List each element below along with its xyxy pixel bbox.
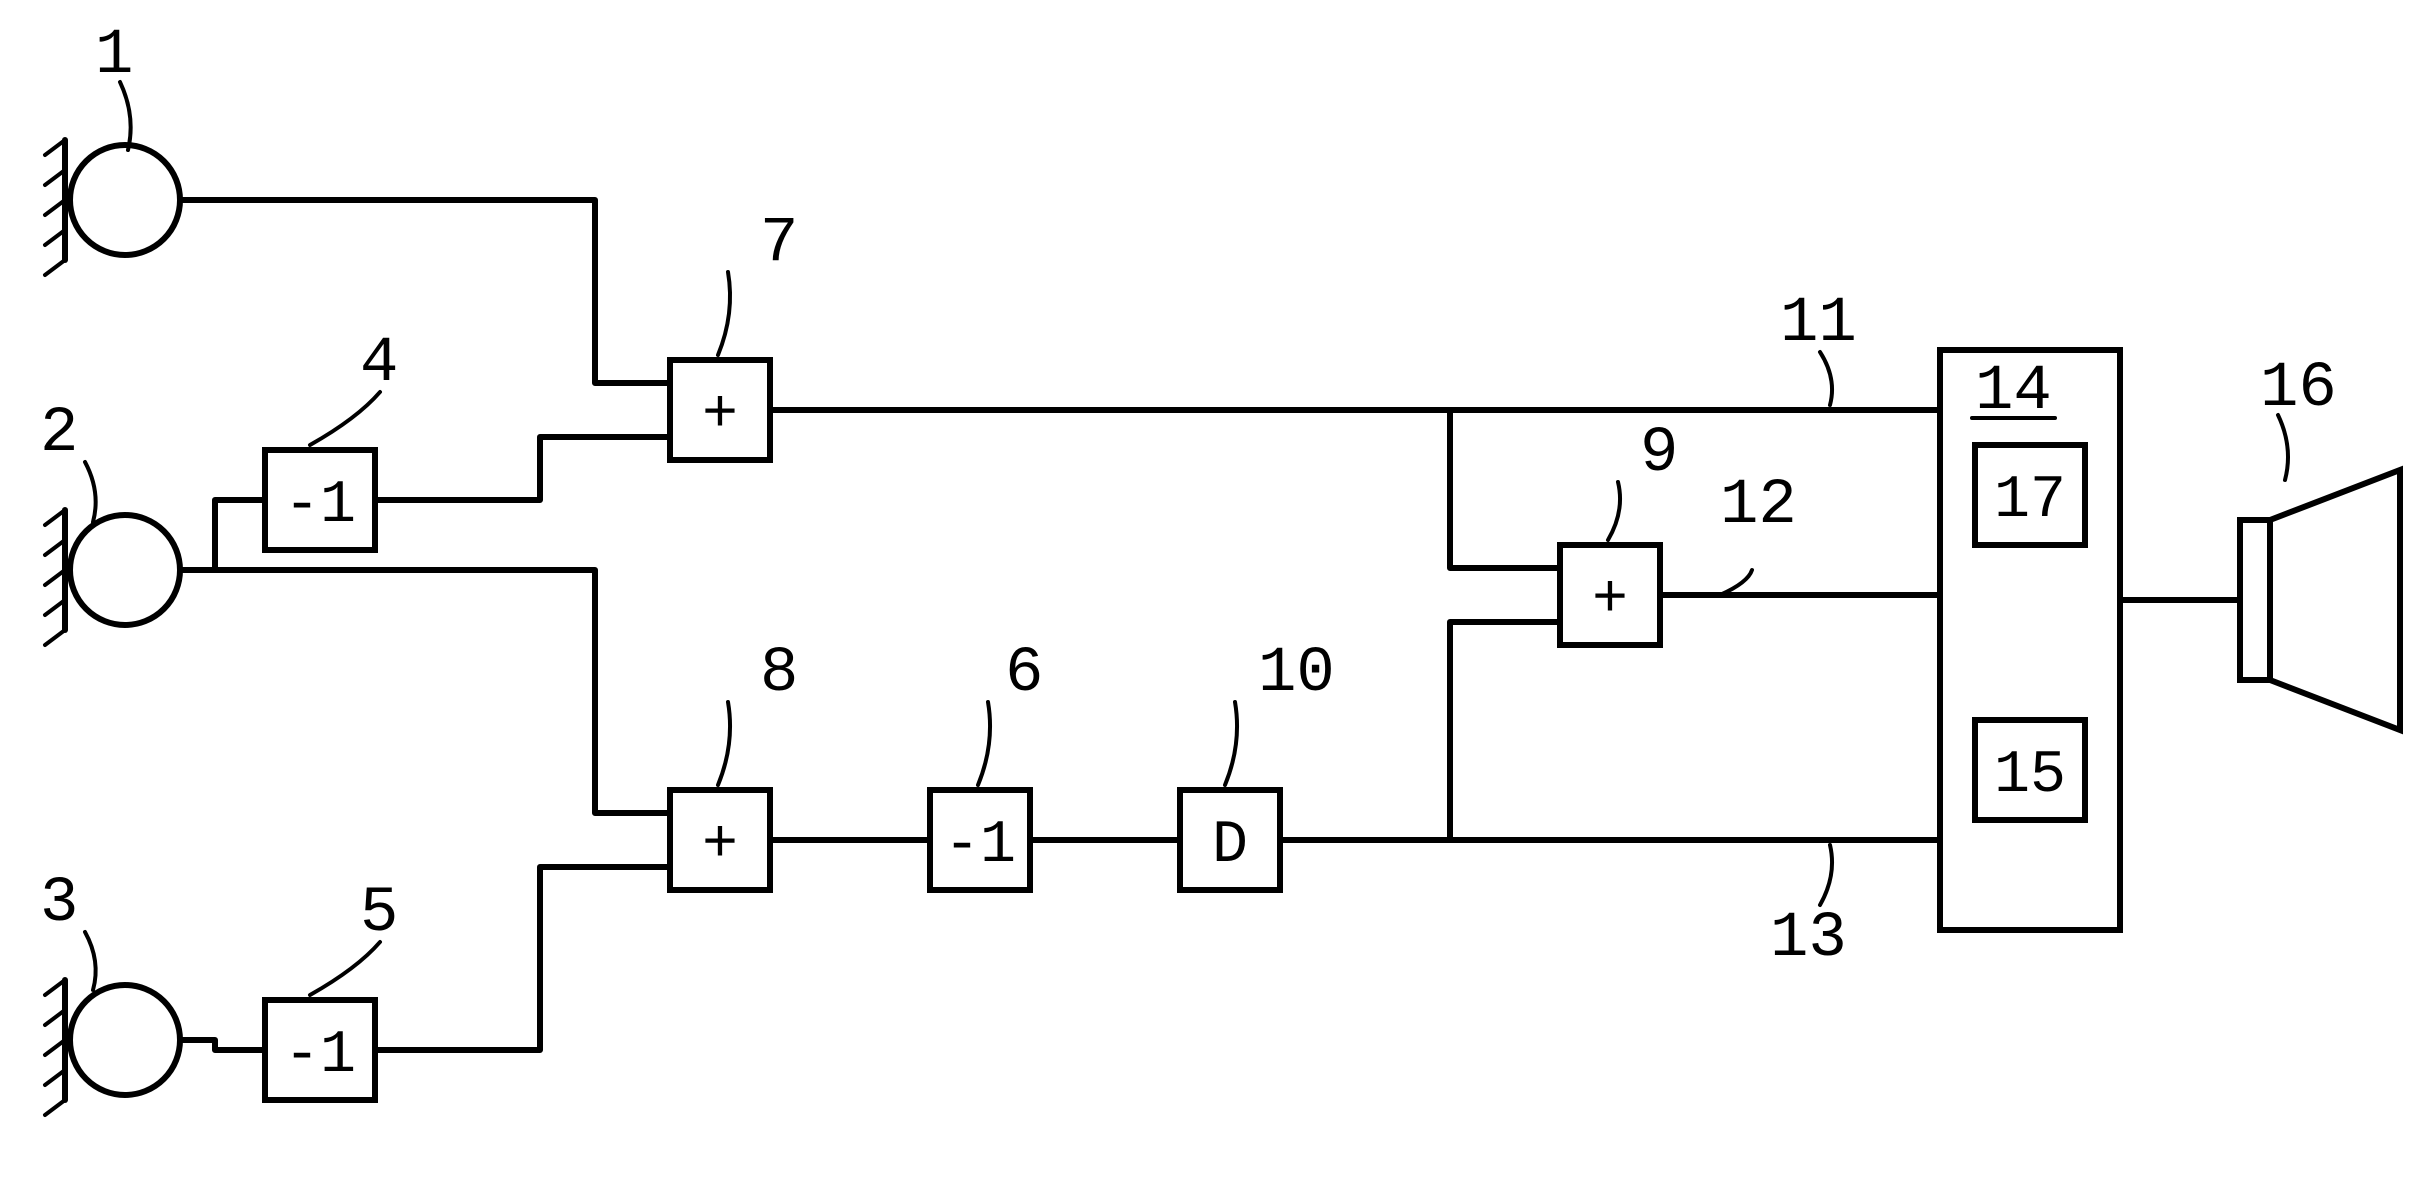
svg-text:1: 1 (95, 20, 133, 92)
processor-block (1940, 350, 2120, 930)
svg-text:3: 3 (40, 868, 78, 940)
svg-text:-1: -1 (944, 812, 1016, 880)
svg-text:11: 11 (1780, 288, 1857, 360)
wire (375, 437, 670, 500)
svg-text:+: + (702, 382, 738, 450)
microphone-2 (70, 515, 180, 625)
svg-text:+: + (1592, 567, 1628, 635)
microphone-1 (70, 145, 180, 255)
svg-text:12: 12 (1720, 470, 1797, 542)
svg-text:+: + (702, 812, 738, 880)
microphone-3 (70, 985, 180, 1095)
svg-text:2: 2 (40, 398, 78, 470)
svg-text:16: 16 (2260, 353, 2337, 425)
wire (1450, 410, 1560, 568)
wire (180, 500, 265, 570)
svg-text:4: 4 (360, 328, 398, 400)
wire (180, 570, 670, 813)
svg-text:-1: -1 (284, 472, 356, 540)
svg-text:D: D (1212, 812, 1248, 880)
svg-text:9: 9 (1640, 418, 1678, 490)
svg-text:10: 10 (1258, 638, 1335, 710)
svg-text:17: 17 (1994, 467, 2066, 535)
speaker-cone (2270, 470, 2400, 730)
svg-text:8: 8 (760, 638, 798, 710)
wire (1450, 622, 1560, 840)
svg-text:7: 7 (760, 208, 798, 280)
svg-text:15: 15 (1994, 742, 2066, 810)
svg-text:-1: -1 (284, 1022, 356, 1090)
wire (180, 200, 670, 383)
wire (375, 867, 670, 1050)
svg-text:6: 6 (1005, 638, 1043, 710)
speaker-body (2240, 520, 2270, 680)
svg-text:5: 5 (360, 878, 398, 950)
wire (180, 1040, 265, 1050)
svg-text:13: 13 (1770, 903, 1847, 975)
